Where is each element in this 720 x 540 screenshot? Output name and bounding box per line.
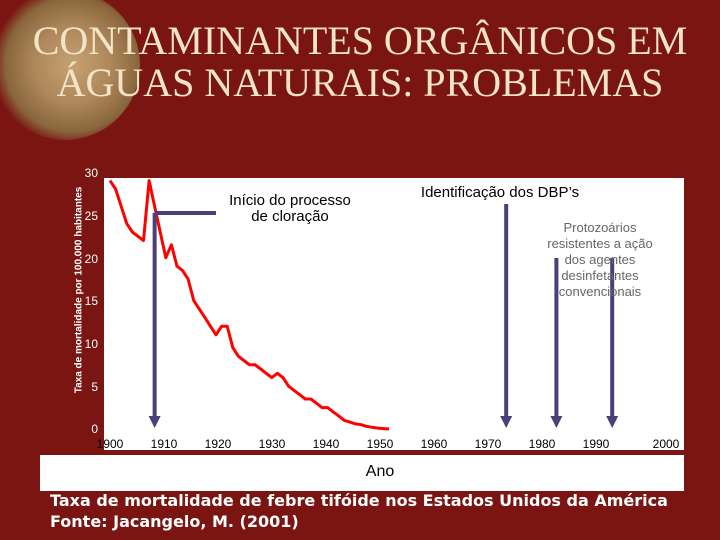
marker-arrowhead (500, 416, 513, 428)
annotation-line: Identificação dos DBP’s (421, 184, 579, 201)
x-tick-label: 1900 (96, 437, 124, 451)
annotation-line: resistentes a ação (547, 236, 653, 251)
y-tick-label: 30 (84, 166, 98, 180)
axis-label-box (40, 455, 684, 491)
annotation-text: Protozoários resistentes a ação dos agente… (547, 220, 653, 299)
y-tick-label: 10 (84, 337, 98, 351)
annotation-line: Protozoários (564, 220, 637, 235)
y-tick-label: 25 (84, 209, 98, 223)
annotation-line: de cloração (251, 208, 329, 225)
slide-title: CONTAMINANTES ORGÂNICOS EM ÁGUAS NATURAI… (0, 20, 720, 104)
x-tick-label: 1990 (582, 437, 610, 451)
chart-panel (104, 178, 684, 450)
caption-line-2: Fonte: Jacangelo, M. (2001) (50, 512, 299, 531)
series-line (108, 179, 390, 431)
annotation-text: Início do processo de cloração (229, 192, 351, 225)
marker-arrowhead (148, 416, 161, 428)
marker-arrowhead (606, 416, 619, 428)
x-tick-label: 2000 (652, 437, 680, 451)
caption-line-1: Taxa de mortalidade de febre tifóide nos… (50, 491, 668, 510)
x-tick-label: 1910 (150, 437, 178, 451)
annotation-text: Identificação dos DBP’s (421, 184, 579, 201)
y-tick-label: 15 (84, 294, 98, 308)
x-tick-label: 1960 (420, 437, 448, 451)
y-tick-label: 5 (91, 380, 98, 394)
seal-logo (0, 0, 140, 140)
x-tick-label: 1920 (204, 437, 232, 451)
y-tick-label: 20 (84, 252, 98, 266)
annotation-line: desinfetantes (561, 268, 639, 283)
title-line-2: ÁGUAS NATURAIS: PROBLEMAS (56, 60, 664, 105)
x-tick-label: 1940 (312, 437, 340, 451)
x-tick-label: 1980 (528, 437, 556, 451)
x-tick-label: 1930 (258, 437, 286, 451)
annotation-line: Início do processo (229, 192, 351, 209)
annotation-line: convencionais (559, 284, 642, 299)
title-line-1: CONTAMINANTES ORGÂNICOS EM (32, 18, 688, 63)
annotation-line: dos agentes (565, 252, 636, 267)
marker-arrowhead (550, 416, 563, 428)
y-tick-label: 0 (91, 422, 98, 436)
caption: Taxa de mortalidade de febre tifóide nos… (50, 490, 668, 532)
x-tick-label: 1950 (366, 437, 394, 451)
x-tick-label: 1970 (474, 437, 502, 451)
x-axis-label: Ano (365, 463, 395, 480)
